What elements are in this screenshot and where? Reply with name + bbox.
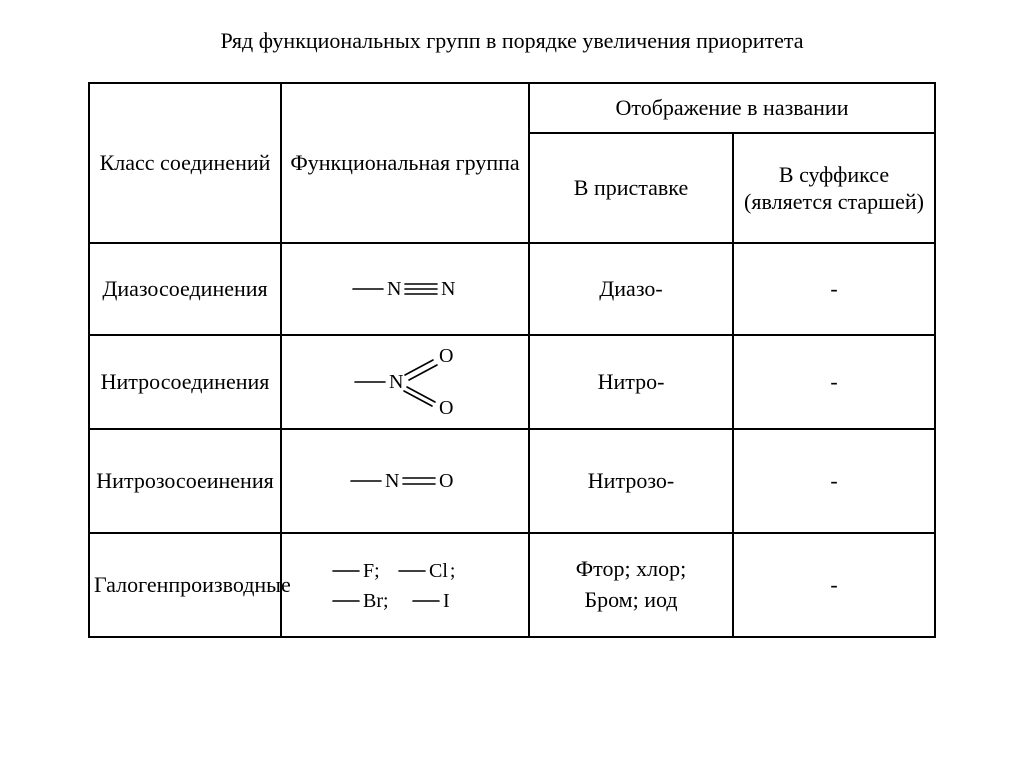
cell-formula-nitro: N O O bbox=[281, 335, 529, 429]
atom-n: N bbox=[389, 371, 403, 393]
table-row: Нитрозосоеинения N O Нитрозо- - bbox=[89, 429, 935, 533]
cell-prefix: Диазо- bbox=[529, 243, 733, 335]
cell-suffix: - bbox=[733, 533, 935, 637]
cell-formula-diazo: N N bbox=[281, 243, 529, 335]
atom-i: I bbox=[443, 590, 450, 612]
column-header-class: Класс соединений bbox=[89, 83, 281, 243]
cell-class: Нитросоединения bbox=[89, 335, 281, 429]
svg-text:Br;: Br; bbox=[363, 590, 389, 612]
cell-formula-halogens: F; Cl; Br; I bbox=[281, 533, 529, 637]
cell-suffix: - bbox=[733, 243, 935, 335]
cell-class: Нитрозосоеинения bbox=[89, 429, 281, 533]
cell-class: Галогенпроизводные bbox=[89, 533, 281, 637]
halogens-svg: F; Cl; Br; I bbox=[295, 549, 515, 621]
functional-groups-table: Класс соединений Функциональная группа О… bbox=[88, 82, 936, 638]
page-title: Ряд функциональных групп в порядке увели… bbox=[0, 28, 1024, 54]
diazo-svg: N N bbox=[325, 269, 485, 309]
table-row: Галогенпроизводные F; Cl; Br; I bbox=[89, 533, 935, 637]
column-header-group: Функциональная группа bbox=[281, 83, 529, 243]
column-header-suffix: В суффиксе (является старшей) bbox=[733, 133, 935, 243]
atom-n1: N bbox=[387, 278, 401, 300]
atom-n: N bbox=[385, 470, 399, 492]
atom-o-bot: O bbox=[439, 397, 453, 419]
atom-n2: N bbox=[441, 278, 455, 300]
atom-o-top: O bbox=[439, 345, 453, 367]
table-row: Диазосоединения N N Диазо- - bbox=[89, 243, 935, 335]
column-header-naming: Отображение в названии bbox=[529, 83, 935, 133]
cell-formula-nitroso: N O bbox=[281, 429, 529, 533]
svg-text:Cl;: Cl; bbox=[429, 560, 455, 582]
atom-o: O bbox=[439, 470, 453, 492]
cell-prefix: Фтор; хлор; Бром; иод bbox=[529, 533, 733, 637]
table-row: Нитросоединения N O O bbox=[89, 335, 935, 429]
cell-suffix: - bbox=[733, 429, 935, 533]
cell-suffix: - bbox=[733, 335, 935, 429]
nitro-svg: N O O bbox=[315, 342, 495, 422]
atom-br: Br bbox=[363, 590, 383, 612]
cell-prefix: Нитро- bbox=[529, 335, 733, 429]
atom-f: F bbox=[363, 560, 374, 582]
column-header-prefix: В приставке bbox=[529, 133, 733, 243]
halogen-prefix-line2: Бром; иод bbox=[534, 585, 728, 616]
svg-text:F;: F; bbox=[363, 560, 380, 582]
cell-class: Диазосоединения bbox=[89, 243, 281, 335]
halogen-prefix-line1: Фтор; хлор; bbox=[534, 554, 728, 585]
atom-cl: Cl bbox=[429, 560, 448, 582]
nitroso-svg: N O bbox=[315, 461, 495, 501]
cell-prefix: Нитрозо- bbox=[529, 429, 733, 533]
